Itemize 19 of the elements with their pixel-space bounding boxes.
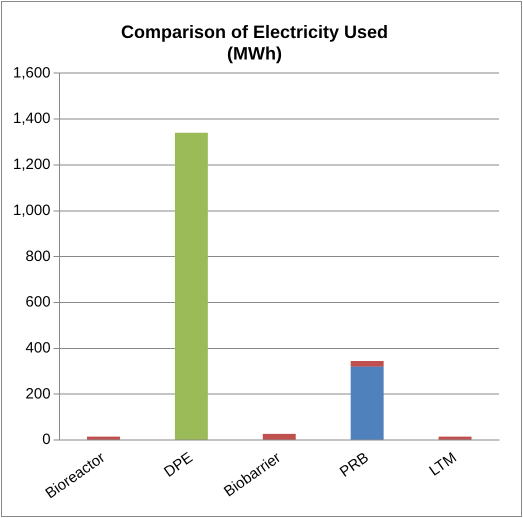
chart-title: Comparison of Electricity Used (MWh): [120, 22, 388, 64]
bar: [350, 360, 384, 367]
bar: [87, 436, 120, 440]
x-tick-label: DPE: [161, 449, 196, 481]
y-tick-label: 1,000: [12, 202, 51, 219]
x-tick-label: LTM: [426, 449, 460, 480]
y-tick-label: 1,200: [12, 156, 51, 174]
bar: [438, 436, 472, 440]
bar: [174, 132, 208, 440]
x-tick-label: PRB: [336, 449, 372, 481]
y-tick-label: 600: [26, 294, 51, 311]
bar: [262, 434, 296, 440]
y-tick-label: 1,400: [12, 110, 51, 128]
bar: [350, 366, 384, 440]
y-tick-label: 400: [26, 339, 51, 356]
y-tick-label: 200: [26, 385, 51, 402]
y-tick-label: 800: [26, 248, 51, 265]
y-tick-label: 1,600: [12, 64, 51, 82]
y-tick-label: 0: [42, 431, 51, 448]
